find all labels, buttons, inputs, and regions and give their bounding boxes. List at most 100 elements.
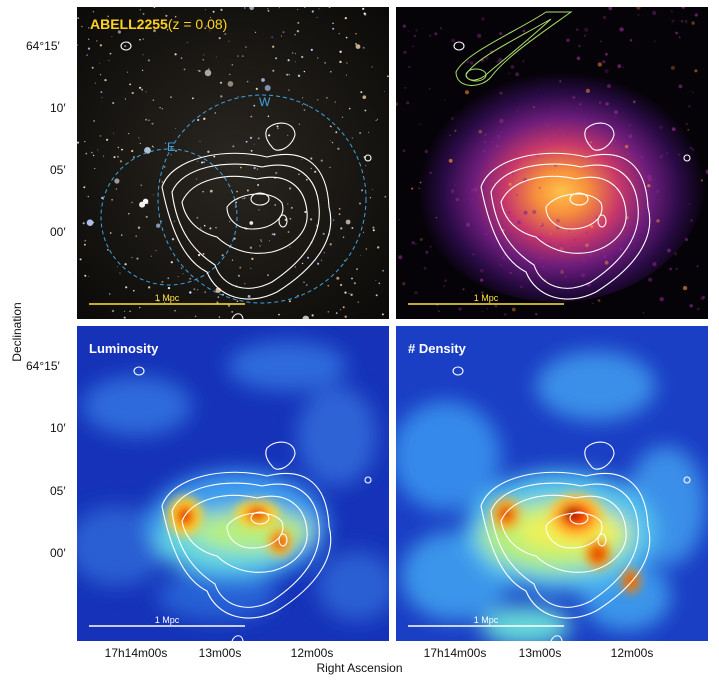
xray-noise-dot: [516, 109, 519, 112]
star: [117, 30, 121, 34]
star: [139, 142, 141, 145]
star: [164, 142, 167, 144]
star: [344, 315, 347, 318]
star: [109, 52, 112, 55]
xray-noise-dot: [528, 39, 530, 42]
cluster-name: ABELL2255: [90, 16, 168, 32]
star: [338, 207, 341, 210]
star: [294, 61, 296, 63]
star: [294, 34, 296, 36]
xray-noise-dot: [667, 248, 671, 253]
star: [335, 312, 338, 314]
xray-noise-dot: [572, 95, 576, 100]
star: [192, 97, 194, 100]
star: [249, 136, 253, 140]
xray-noise-dot: [454, 184, 456, 186]
star: [128, 212, 130, 215]
xray-noise-dot: [503, 313, 507, 316]
star: [382, 269, 384, 272]
radio-relic-contours: [455, 11, 573, 86]
star: [274, 204, 276, 206]
xray-noise-dot: [406, 101, 410, 105]
xray-noise-dot: [403, 50, 407, 54]
xray-noise-dot: [522, 60, 525, 62]
star: [136, 257, 139, 260]
xray-noise-dot: [576, 56, 581, 61]
xray-noise-dot: [437, 310, 440, 313]
xray-noise-dot: [398, 255, 403, 260]
star: [142, 38, 144, 40]
xray-noise-dot: [429, 171, 432, 174]
star: [264, 85, 271, 91]
star: [215, 227, 217, 229]
star: [99, 74, 102, 76]
star: [368, 131, 370, 133]
star: [261, 240, 263, 242]
xray-noise-dot: [602, 15, 607, 20]
star: [117, 146, 119, 149]
star: [220, 95, 223, 98]
xray-noise-dot: [678, 36, 681, 39]
star: [202, 59, 204, 61]
star: [316, 16, 318, 18]
star: [99, 63, 101, 64]
density-map-panel: 1 Mpc # Density: [396, 326, 708, 641]
star: [302, 97, 304, 99]
xray-noise-dot: [656, 219, 660, 223]
star: [323, 252, 325, 254]
star: [251, 257, 254, 260]
star: [320, 159, 323, 162]
star: [271, 36, 273, 38]
star: [193, 288, 196, 291]
xray-noise-dot: [647, 177, 652, 182]
xray-noise-dot: [556, 218, 560, 223]
xray-noise-dot: [642, 312, 645, 314]
star: [267, 115, 270, 118]
xray-noise-dot: [659, 297, 664, 302]
star: [166, 29, 169, 31]
star: [189, 277, 192, 280]
xray-noise-dot: [681, 7, 685, 9]
ytick-label: 05′: [50, 484, 66, 498]
xray-noise-dot: [671, 127, 676, 131]
star: [113, 132, 114, 134]
star: [152, 194, 154, 196]
star: [237, 55, 239, 57]
xray-noise-dot: [626, 151, 631, 156]
star: [84, 274, 87, 277]
star: [294, 266, 296, 268]
xray-noise-dot: [608, 7, 613, 11]
xray-noise-dot: [502, 256, 505, 260]
star: [305, 178, 308, 181]
xray-noise-dot: [597, 62, 602, 67]
star: [375, 119, 377, 121]
xray-noise-dot: [604, 69, 609, 74]
xray-noise-dot: [478, 129, 483, 134]
star: [151, 122, 154, 125]
star: [220, 81, 222, 84]
star: [126, 71, 128, 73]
xray-noise-dot: [618, 247, 623, 251]
star: [217, 296, 220, 298]
star: [356, 268, 358, 270]
star: [351, 277, 353, 280]
star: [81, 25, 83, 28]
star: [294, 53, 296, 55]
star: [108, 293, 111, 295]
star: [196, 289, 199, 291]
star: [340, 227, 343, 230]
star: [267, 274, 269, 276]
star: [91, 66, 94, 69]
star: [253, 104, 256, 107]
star: [372, 226, 375, 229]
star: [218, 37, 221, 40]
star: [99, 135, 102, 137]
star: [145, 215, 148, 218]
xray-noise-dot: [610, 257, 613, 260]
xray-noise-dot: [484, 232, 488, 236]
star: [304, 7, 306, 8]
star: [307, 256, 309, 259]
xray-noise-dot: [454, 129, 457, 132]
star: [326, 97, 328, 99]
star: [77, 44, 78, 46]
